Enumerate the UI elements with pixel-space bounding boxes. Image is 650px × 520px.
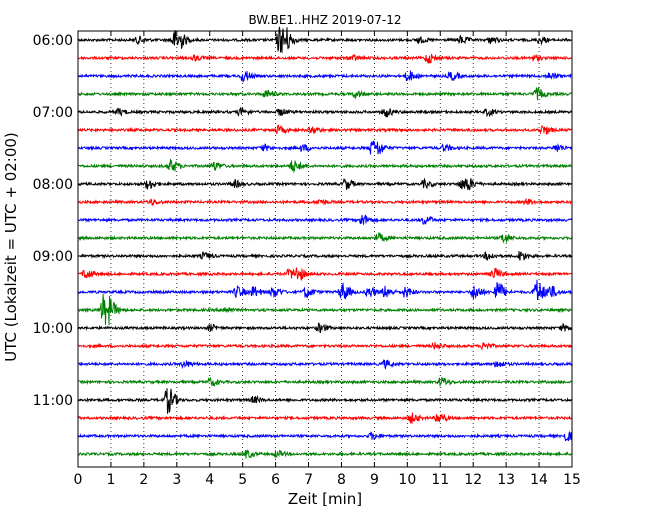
x-tick-label: 15 xyxy=(563,472,581,488)
x-tick-label: 6 xyxy=(271,472,280,488)
trace-0715 xyxy=(78,124,572,135)
trace-1130 xyxy=(78,430,572,442)
trace-1015 xyxy=(78,342,572,351)
trace-0800 xyxy=(78,177,572,191)
x-axis-ticks: 0 1 2 3 4 5 6 7 8 9 10 11 12 13 14 15 xyxy=(74,31,581,488)
chart-title: BW.BE1..HHZ 2019-07-12 xyxy=(248,13,401,27)
x-tick-label: 13 xyxy=(497,472,515,488)
x-tick-label: 5 xyxy=(238,472,247,488)
y-tick-label: 07:00 xyxy=(33,105,73,121)
trace-0730 xyxy=(78,140,572,155)
y-axis-ticks: 06:00 07:00 08:00 09:00 10:00 11:00 xyxy=(33,33,572,409)
y-tick-label: 09:00 xyxy=(33,249,73,265)
x-tick-label: 10 xyxy=(398,472,416,488)
trace-1145 xyxy=(78,448,572,459)
trace-0945 xyxy=(78,294,572,326)
x-tick-label: 2 xyxy=(139,472,148,488)
x-tick-label: 4 xyxy=(205,472,214,488)
trace-0845 xyxy=(78,231,572,244)
y-axis-label: UTC (Lokalzeit = UTC + 02:00) xyxy=(2,132,20,362)
trace-0700 xyxy=(78,106,572,118)
x-tick-label: 14 xyxy=(530,472,548,488)
x-tick-label: 8 xyxy=(337,472,346,488)
trace-0830 xyxy=(78,214,572,225)
plot-area xyxy=(78,31,572,467)
trace-0600 xyxy=(78,26,572,53)
y-tick-label: 10:00 xyxy=(33,321,73,337)
trace-0915 xyxy=(78,267,572,281)
trace-1100 xyxy=(78,388,572,414)
x-tick-label: 12 xyxy=(464,472,482,488)
trace-0615 xyxy=(78,53,572,64)
x-tick-label: 7 xyxy=(304,472,313,488)
trace-0930 xyxy=(78,279,572,301)
y-tick-label: 08:00 xyxy=(33,177,73,193)
traces xyxy=(78,26,572,459)
y-tick-label: 11:00 xyxy=(33,393,73,409)
trace-0815 xyxy=(78,198,572,207)
trace-0900 xyxy=(78,250,572,261)
x-tick-label: 11 xyxy=(431,472,449,488)
grid-lines xyxy=(110,31,540,467)
trace-1000 xyxy=(78,322,572,334)
trace-1045 xyxy=(78,376,572,388)
y-tick-label: 06:00 xyxy=(33,33,73,49)
plot-frame xyxy=(77,30,573,468)
x-tick-label: 3 xyxy=(172,472,181,488)
trace-1030 xyxy=(78,358,572,370)
trace-0630 xyxy=(78,70,572,83)
x-axis-label: Zeit [min] xyxy=(288,490,362,508)
trace-0745 xyxy=(78,159,572,174)
x-tick-label: 0 xyxy=(74,472,83,488)
x-tick-label: 1 xyxy=(106,472,115,488)
trace-0645 xyxy=(78,86,572,101)
trace-1115 xyxy=(78,412,572,425)
x-tick-label: 9 xyxy=(370,472,379,488)
